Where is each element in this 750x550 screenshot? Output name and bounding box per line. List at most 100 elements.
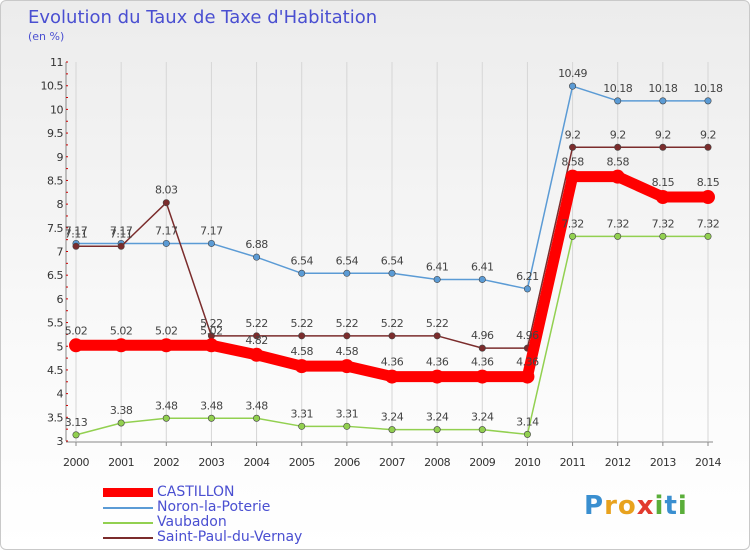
- data-point: [614, 97, 622, 105]
- data-label: 7.32: [697, 217, 720, 230]
- data-point: [162, 199, 170, 207]
- x-tick-label: 2004: [244, 456, 270, 469]
- data-label: 4.82: [245, 334, 268, 347]
- data-label: 3.38: [110, 404, 133, 417]
- data-point: [614, 143, 622, 151]
- data-point: [704, 97, 712, 105]
- x-tick-label: 2013: [650, 456, 676, 469]
- data-label: 4.58: [290, 345, 313, 358]
- legend-item: Vaubadon: [103, 515, 302, 530]
- data-label: 7.11: [110, 227, 133, 240]
- data-point: [569, 232, 577, 240]
- data-label: 9.2: [565, 128, 581, 141]
- data-point: [298, 269, 306, 277]
- data-label: 7.17: [110, 224, 133, 237]
- data-label: 7.32: [561, 217, 584, 230]
- grid: [75, 62, 709, 441]
- data-point: [343, 332, 351, 340]
- data-label: 9.2: [700, 128, 716, 141]
- data-point: [249, 347, 264, 362]
- legend-item: Noron-la-Poterie: [103, 500, 302, 515]
- data-label: 6.54: [381, 254, 404, 267]
- data-label: 6.88: [245, 238, 268, 251]
- data-label: 6.21: [516, 270, 539, 283]
- data-point: [659, 232, 667, 240]
- data-label: 7.11: [65, 227, 88, 240]
- data-label: 8.58: [606, 156, 629, 169]
- data-point: [339, 359, 354, 374]
- data-label: 10.18: [648, 82, 677, 95]
- data-point: [388, 332, 396, 340]
- data-label: 6.41: [426, 260, 449, 273]
- legend-label: Vaubadon: [157, 514, 227, 530]
- legend-label: Noron-la-Poterie: [157, 499, 271, 515]
- logo-letter: P: [584, 491, 605, 521]
- data-label: 9.2: [610, 128, 626, 141]
- data-label: 6.54: [336, 254, 359, 267]
- data-point: [69, 338, 83, 353]
- data-point: [298, 332, 306, 340]
- data-point: [343, 422, 351, 430]
- y-tick-label: 6.5: [47, 269, 63, 282]
- data-point: [659, 143, 667, 151]
- data-point: [520, 369, 535, 384]
- data-labels: 5.02 5.02 5.02 5.02 4.82 4.58 4.58 4.36 4.36 4.36…: [65, 67, 724, 429]
- x-tick-label: 2007: [379, 456, 405, 469]
- data-label: 3.31: [290, 407, 313, 420]
- data-point: [569, 82, 577, 90]
- legend-swatch: [103, 521, 153, 524]
- y-tick-label: 4: [57, 388, 64, 401]
- data-label: 4.58: [336, 345, 359, 358]
- y-tick-label: 5.5: [47, 317, 63, 330]
- data-point: [343, 269, 351, 277]
- legend-label: CASTILLON: [157, 484, 235, 500]
- y-tick-label: 6: [57, 293, 64, 306]
- y-tick-label: 8.5: [47, 174, 63, 187]
- data-label: 8.15: [652, 176, 675, 189]
- y-tick-label: 5: [57, 340, 64, 353]
- data-label: 3.31: [336, 407, 359, 420]
- x-tick-label: 2003: [198, 456, 224, 469]
- y-tick-label: 8: [57, 198, 64, 211]
- data-point: [72, 431, 80, 439]
- x-tick-label: 2009: [469, 456, 495, 469]
- data-point: [704, 143, 712, 151]
- data-label: 5.22: [245, 317, 268, 330]
- data-label: 4.96: [516, 329, 539, 342]
- x-tick-label: 2001: [108, 456, 134, 469]
- legend-item: CASTILLON: [103, 485, 302, 500]
- data-point: [294, 359, 309, 374]
- data-point: [162, 414, 170, 422]
- data-point: [614, 232, 622, 240]
- legend-item: Saint-Paul-du-Vernay: [103, 530, 302, 545]
- y-tick-label: 10.5: [41, 80, 64, 93]
- x-tick-label: 2008: [424, 456, 450, 469]
- data-label: 10.18: [694, 82, 723, 95]
- data-label: 7.17: [65, 224, 88, 237]
- data-label: 5.22: [336, 317, 359, 330]
- data-point: [433, 275, 441, 283]
- chart-title: Evolution du Taux de Taxe d'Habitation: [28, 7, 378, 28]
- data-label: 3.13: [65, 416, 88, 429]
- data-label: 4.96: [471, 329, 494, 342]
- legend-swatch: [103, 488, 153, 497]
- data-point: [433, 332, 441, 340]
- data-point: [478, 426, 486, 434]
- legend-label: Saint-Paul-du-Vernay: [157, 529, 303, 545]
- data-point: [478, 275, 486, 283]
- data-point: [253, 332, 261, 340]
- data-point: [114, 338, 129, 353]
- data-point: [569, 143, 577, 151]
- data-label: 5.22: [290, 317, 313, 330]
- y-tick-label: 7.5: [47, 222, 63, 235]
- data-label: 8.15: [697, 176, 720, 189]
- data-point: [565, 169, 580, 184]
- data-label: 5.22: [381, 317, 404, 330]
- data-label: 4.36: [471, 356, 494, 369]
- chart-subtitle: (en %): [28, 30, 65, 43]
- data-label: 6.54: [290, 254, 313, 267]
- y-tick-label: 4.5: [47, 364, 63, 377]
- logo-letter: i: [677, 491, 688, 521]
- data-point: [704, 232, 712, 240]
